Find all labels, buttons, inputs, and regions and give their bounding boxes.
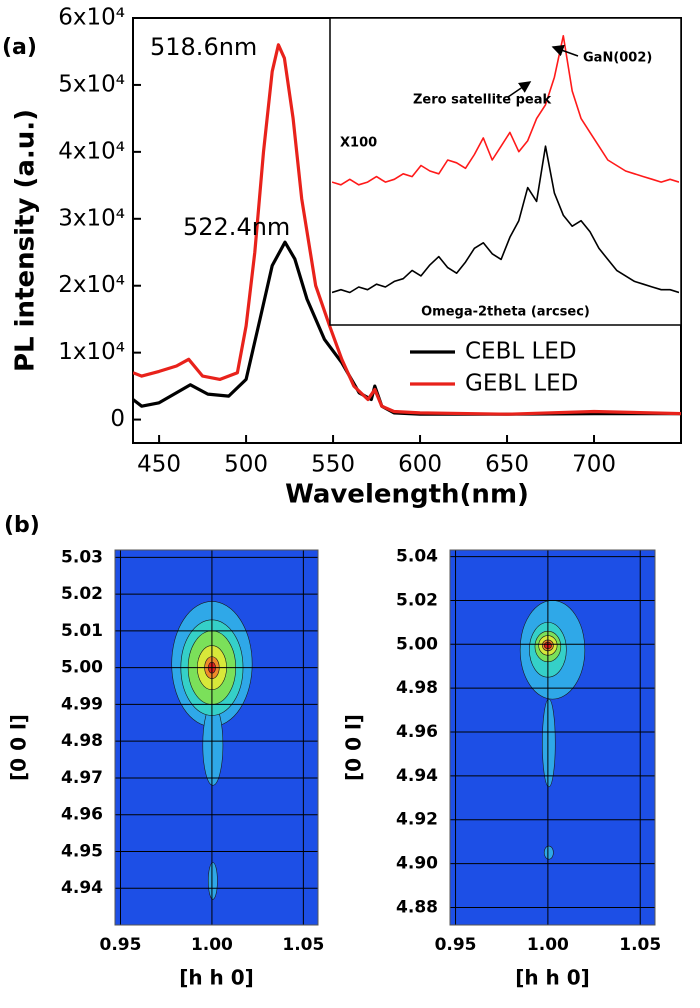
arrow [507,81,532,98]
legend-label: GEBL LED [465,371,578,397]
x-axis-label: [h h 0] [179,966,254,990]
y-tick-label: 5x10⁴ [58,71,125,97]
x-tick-label: 1.00 [191,935,233,955]
series-line [332,35,679,186]
x-tick-label: 550 [311,452,355,478]
y-tick-label: 5.03 [61,547,103,567]
y-tick-label: 4.98 [61,731,103,751]
y-tick-label: 4.98 [396,678,438,698]
x-axis-label: Wavelength(nm) [285,480,529,510]
x-tick-label: 1.00 [527,935,569,955]
contour-level [207,862,218,900]
annotation: X100 [340,136,377,151]
y-tick-label: 4.95 [61,841,103,861]
annotation: 518.6nm [150,33,257,61]
y-tick-label: 4.96 [61,805,103,825]
y-tick-label: 5.00 [396,634,438,654]
contour-level [202,704,224,786]
panel-label: (b) [4,513,40,538]
x-tick-label: 650 [485,452,529,478]
y-tick-label: 0 [110,406,125,432]
series-line [133,43,681,416]
y-tick-label: 4.97 [61,768,103,788]
y-axis-label: [0 0 l] [342,714,366,781]
x-tick-label: 600 [398,452,442,478]
panel-label: (a) [2,35,37,60]
y-tick-label: 4.88 [396,897,438,917]
y-tick-label: 4.99 [61,694,103,714]
contour-level [542,698,556,788]
x-axis-label: Omega-2theta (arcsec) [421,305,590,320]
y-tick-label: 6x10⁴ [58,5,125,31]
y-tick-label: 4.92 [396,810,438,830]
y-axis-label: [0 0 l] [7,714,31,781]
map-frame [114,549,319,926]
y-tick-label: 5.01 [61,621,103,641]
x-tick-label: 700 [572,452,616,478]
y-tick-label: 5.00 [61,658,103,678]
map-frame [449,549,656,926]
x-tick-label: 0.95 [100,935,142,955]
x-tick-label: 450 [137,452,181,478]
annotation: GaN(002) [583,51,652,66]
y-tick-label: 2x10⁴ [58,272,125,298]
y-tick-label: 4.94 [396,766,438,786]
y-tick-label: 1x10⁴ [58,339,125,365]
arrow [551,44,579,57]
y-tick-label: 3x10⁴ [58,205,125,231]
x-tick-label: 1.05 [282,935,324,955]
y-tick-label: 4.94 [61,878,103,898]
y-tick-label: 5.02 [396,590,438,610]
x-tick-label: 1.05 [619,935,661,955]
annotation: 522.4nm [183,213,290,241]
legend-label: CEBL LED [465,339,577,365]
x-tick-label: 0.95 [435,935,477,955]
x-axis-label: [h h 0] [515,966,590,990]
annotation: Zero satellite peak [413,93,551,108]
y-tick-label: 4x10⁴ [58,138,125,164]
contour-level [543,845,554,860]
series-line [332,145,679,294]
y-tick-label: 5.02 [61,584,103,604]
x-tick-label: 500 [224,452,268,478]
y-tick-label: 5.04 [396,547,438,567]
y-tick-label: 4.90 [396,854,438,874]
y-tick-label: 4.96 [396,722,438,742]
y-axis-label: PL intensity (a.u.) [11,109,41,372]
